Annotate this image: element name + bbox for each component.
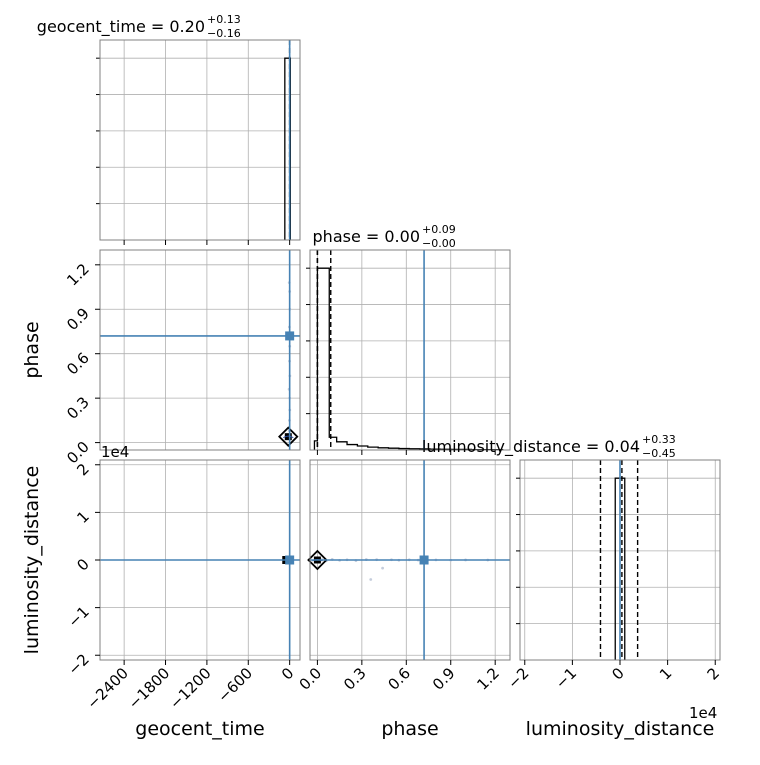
panel-background — [100, 250, 300, 450]
panel-frame — [99, 249, 301, 451]
y-tick-label: 0.9 — [63, 304, 93, 334]
y-tick-label: 2 — [73, 460, 92, 479]
density-core — [283, 435, 294, 439]
title-text: geocent_time = 0.20 — [37, 17, 205, 37]
panel-frame — [309, 249, 511, 451]
panel-background — [100, 40, 300, 240]
panel-2d-luminosity-distance-vs-phase — [307, 459, 511, 661]
x-tick-label: −1200 — [166, 664, 215, 713]
y-axis-label: luminosity_distance — [21, 466, 43, 655]
x-tick-label: 0.9 — [429, 664, 459, 694]
x-tick-label: 1 — [656, 664, 675, 683]
y-tick-label: 1 — [73, 507, 92, 526]
y-tick-label: 0 — [73, 555, 92, 574]
sample-point — [369, 578, 373, 581]
x-tick-label: −2 — [504, 664, 532, 692]
truth-marker — [419, 555, 429, 565]
truth-marker — [285, 331, 295, 341]
x-tick-label: 0.6 — [385, 664, 415, 694]
panel-2d-luminosity-distance-vs-geocent-time — [99, 459, 301, 661]
y-axis-label: phase — [21, 321, 43, 378]
x-tick-label: 0.3 — [340, 664, 370, 694]
title-minus: −0.00 — [422, 237, 456, 250]
title-minus: −0.16 — [207, 27, 241, 40]
x-tick-label: 1.2 — [473, 664, 503, 694]
x-axis-label: geocent_time — [135, 718, 264, 740]
panel-background — [310, 250, 510, 450]
offset-text-luminosity-distance-y: 1e4 — [101, 443, 129, 461]
x-tick-label: 0.0 — [296, 664, 326, 694]
panel-hist-luminosity-distance: luminosity_distance = 0.04 +0.33−0.45 — [422, 433, 721, 661]
y-tick-label: 0.3 — [63, 393, 93, 423]
y-axis-luminosity-distance: −2 −1 0 1 2 luminosity_distance — [21, 460, 100, 679]
panel-title-luminosity-distance: luminosity_distance = 0.04 +0.33−0.45 — [422, 433, 676, 460]
panel-hist-geocent-time: geocent_time = 0.20 +0.13−0.16 — [37, 13, 301, 241]
panel-title-geocent-time: geocent_time = 0.20 +0.13−0.16 — [37, 13, 241, 40]
panel-frame — [99, 39, 301, 241]
histogram-phase — [313, 267, 504, 451]
x-tick-label: 2 — [704, 664, 723, 683]
contour-marker — [278, 426, 299, 447]
panel-frame — [309, 459, 511, 661]
x-tick-label: −1800 — [125, 664, 174, 713]
x-axis-label: phase — [381, 718, 438, 740]
panel-hist-phase: phase = 0.00 +0.09−0.00 — [309, 223, 511, 451]
sample-point — [381, 566, 384, 570]
panel-2d-phase-vs-geocent-time — [99, 249, 301, 451]
y-tick-label: −2 — [64, 650, 92, 678]
title-text: phase = 0.00 — [313, 227, 420, 246]
x-axis-phase: 0.0 0.3 0.6 0.9 1.2 phase — [296, 660, 503, 740]
x-tick-label: −600 — [214, 664, 256, 706]
x-tick-label: 0 — [608, 664, 627, 683]
y-tick-label: 1.2 — [63, 260, 93, 290]
x-tick-label: −1 — [552, 664, 580, 692]
truth-marker — [285, 555, 295, 565]
offset-text-luminosity-distance-x: 1e4 — [689, 704, 717, 722]
panel-title-phase: phase = 0.00 +0.09−0.00 — [313, 223, 456, 250]
title-plus: +0.13 — [207, 13, 241, 26]
x-axis-luminosity-distance: −2 −1 0 1 2 luminosity_distance — [504, 660, 723, 740]
x-axis-label: luminosity_distance — [526, 718, 715, 740]
x-tick-label: −2400 — [83, 664, 132, 713]
title-plus: +0.33 — [642, 433, 676, 446]
y-tick-label: −1 — [64, 603, 92, 631]
y-tick-label: 0.6 — [63, 349, 93, 379]
title-minus: −0.45 — [642, 447, 676, 460]
title-text: luminosity_distance = 0.04 — [422, 437, 640, 457]
title-plus: +0.09 — [422, 223, 456, 236]
